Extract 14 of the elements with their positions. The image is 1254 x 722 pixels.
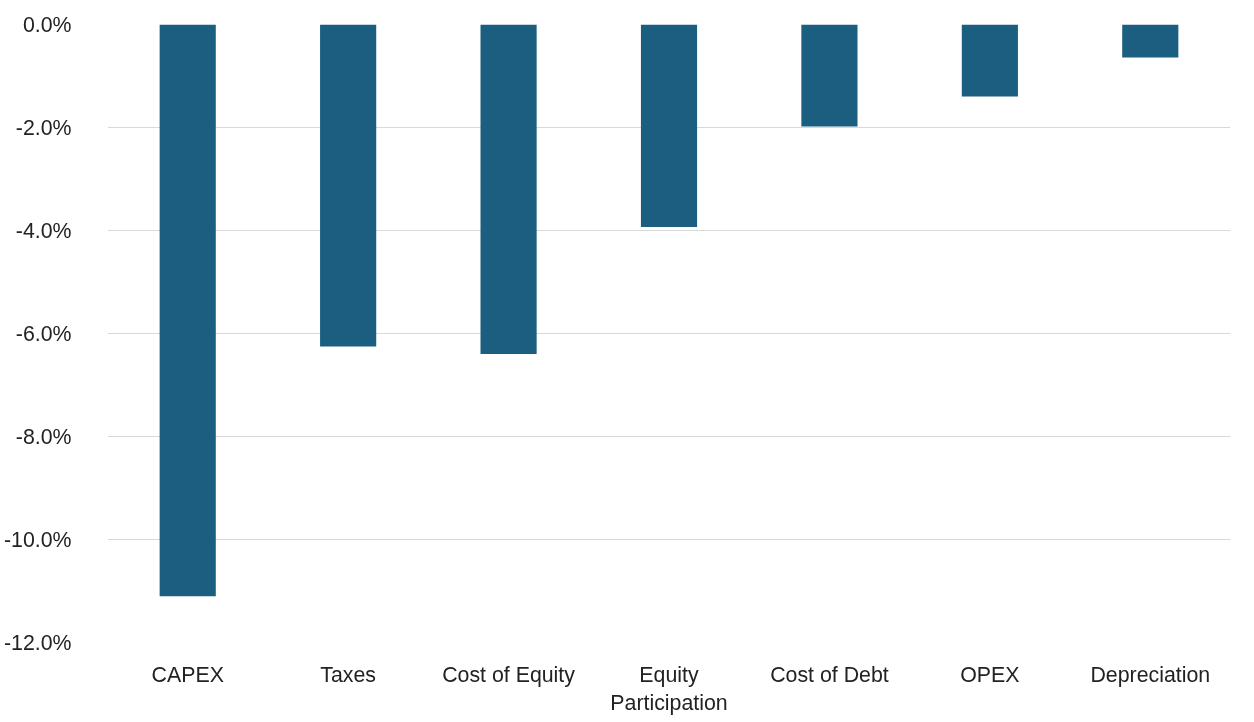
y-tick-label: 0.0% xyxy=(22,12,72,37)
x-tick-label: Equity Participation xyxy=(610,662,728,716)
x-tick-label: OPEX xyxy=(960,662,1020,687)
y-tick-label: -10.0% xyxy=(3,527,72,552)
x-tick-label: CAPEX xyxy=(151,662,224,687)
x-tick-label: Cost of Debt xyxy=(770,662,889,687)
y-tick-label: -6.0% xyxy=(15,321,72,346)
x-tick-label: Depreciation xyxy=(1090,662,1211,687)
y-tick-label: -2.0% xyxy=(15,115,72,140)
x-tick-label: Cost of Equity xyxy=(442,662,576,687)
y-tick-label: -4.0% xyxy=(15,218,72,243)
y-tick-label: -8.0% xyxy=(15,424,72,449)
y-tick-label: -12.0% xyxy=(3,630,72,655)
x-tick-label: Taxes xyxy=(320,662,376,687)
